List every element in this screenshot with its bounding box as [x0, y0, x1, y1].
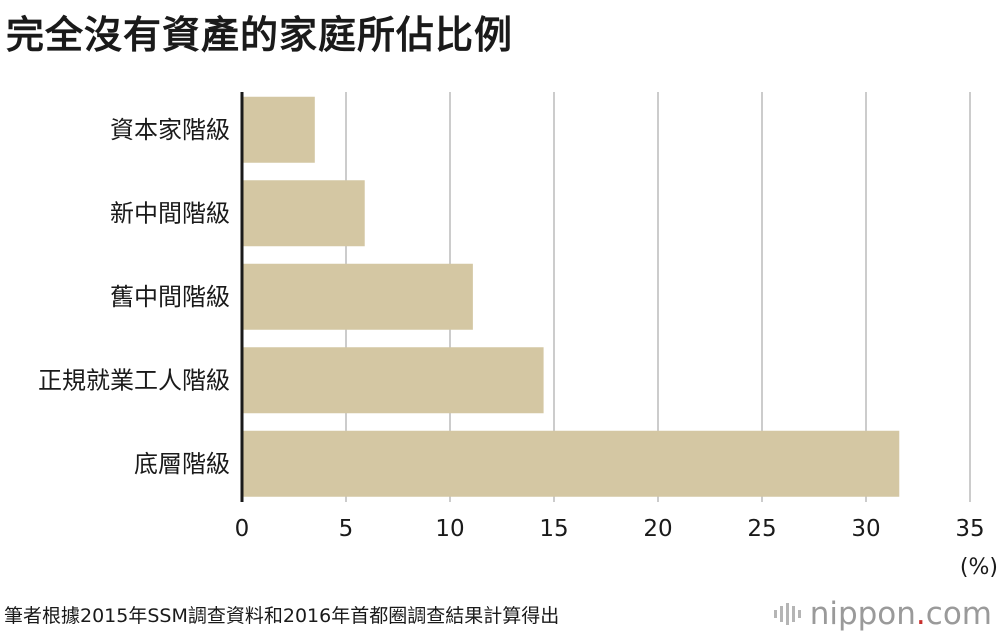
category-label: 新中間階級	[110, 199, 230, 227]
brand-name: nippon	[809, 596, 916, 632]
category-label: 正規就業工人階級	[38, 366, 230, 394]
x-axis-unit: (%)	[960, 555, 998, 580]
bar	[242, 263, 473, 330]
category-label: 舊中間階級	[110, 283, 230, 311]
x-tick-label: 25	[747, 516, 776, 542]
category-label: 底層階級	[134, 450, 230, 478]
bar	[242, 96, 315, 163]
category-label: 資本家階級	[110, 116, 230, 144]
nippon-logo-icon	[773, 603, 801, 625]
chart-title: 完全沒有資產的家庭所佔比例	[6, 13, 514, 57]
brand-dot: .	[915, 596, 926, 632]
x-tick-label: 20	[643, 516, 672, 542]
x-tick-label: 15	[539, 516, 568, 542]
bar	[242, 430, 900, 497]
brand-logo: nippon.com	[772, 596, 992, 632]
x-tick-label: 0	[235, 516, 250, 542]
x-tick-label: 35	[955, 516, 984, 542]
source-note: 筆者根據2015年SSM調查資料和2016年首都圈調查結果計算得出	[4, 605, 560, 627]
x-tick-label: 10	[435, 516, 464, 542]
x-tick-label: 30	[851, 516, 880, 542]
bar	[242, 180, 365, 247]
bar	[242, 347, 544, 414]
x-tick-label: 5	[339, 516, 354, 542]
brand-tld: com	[925, 596, 992, 632]
